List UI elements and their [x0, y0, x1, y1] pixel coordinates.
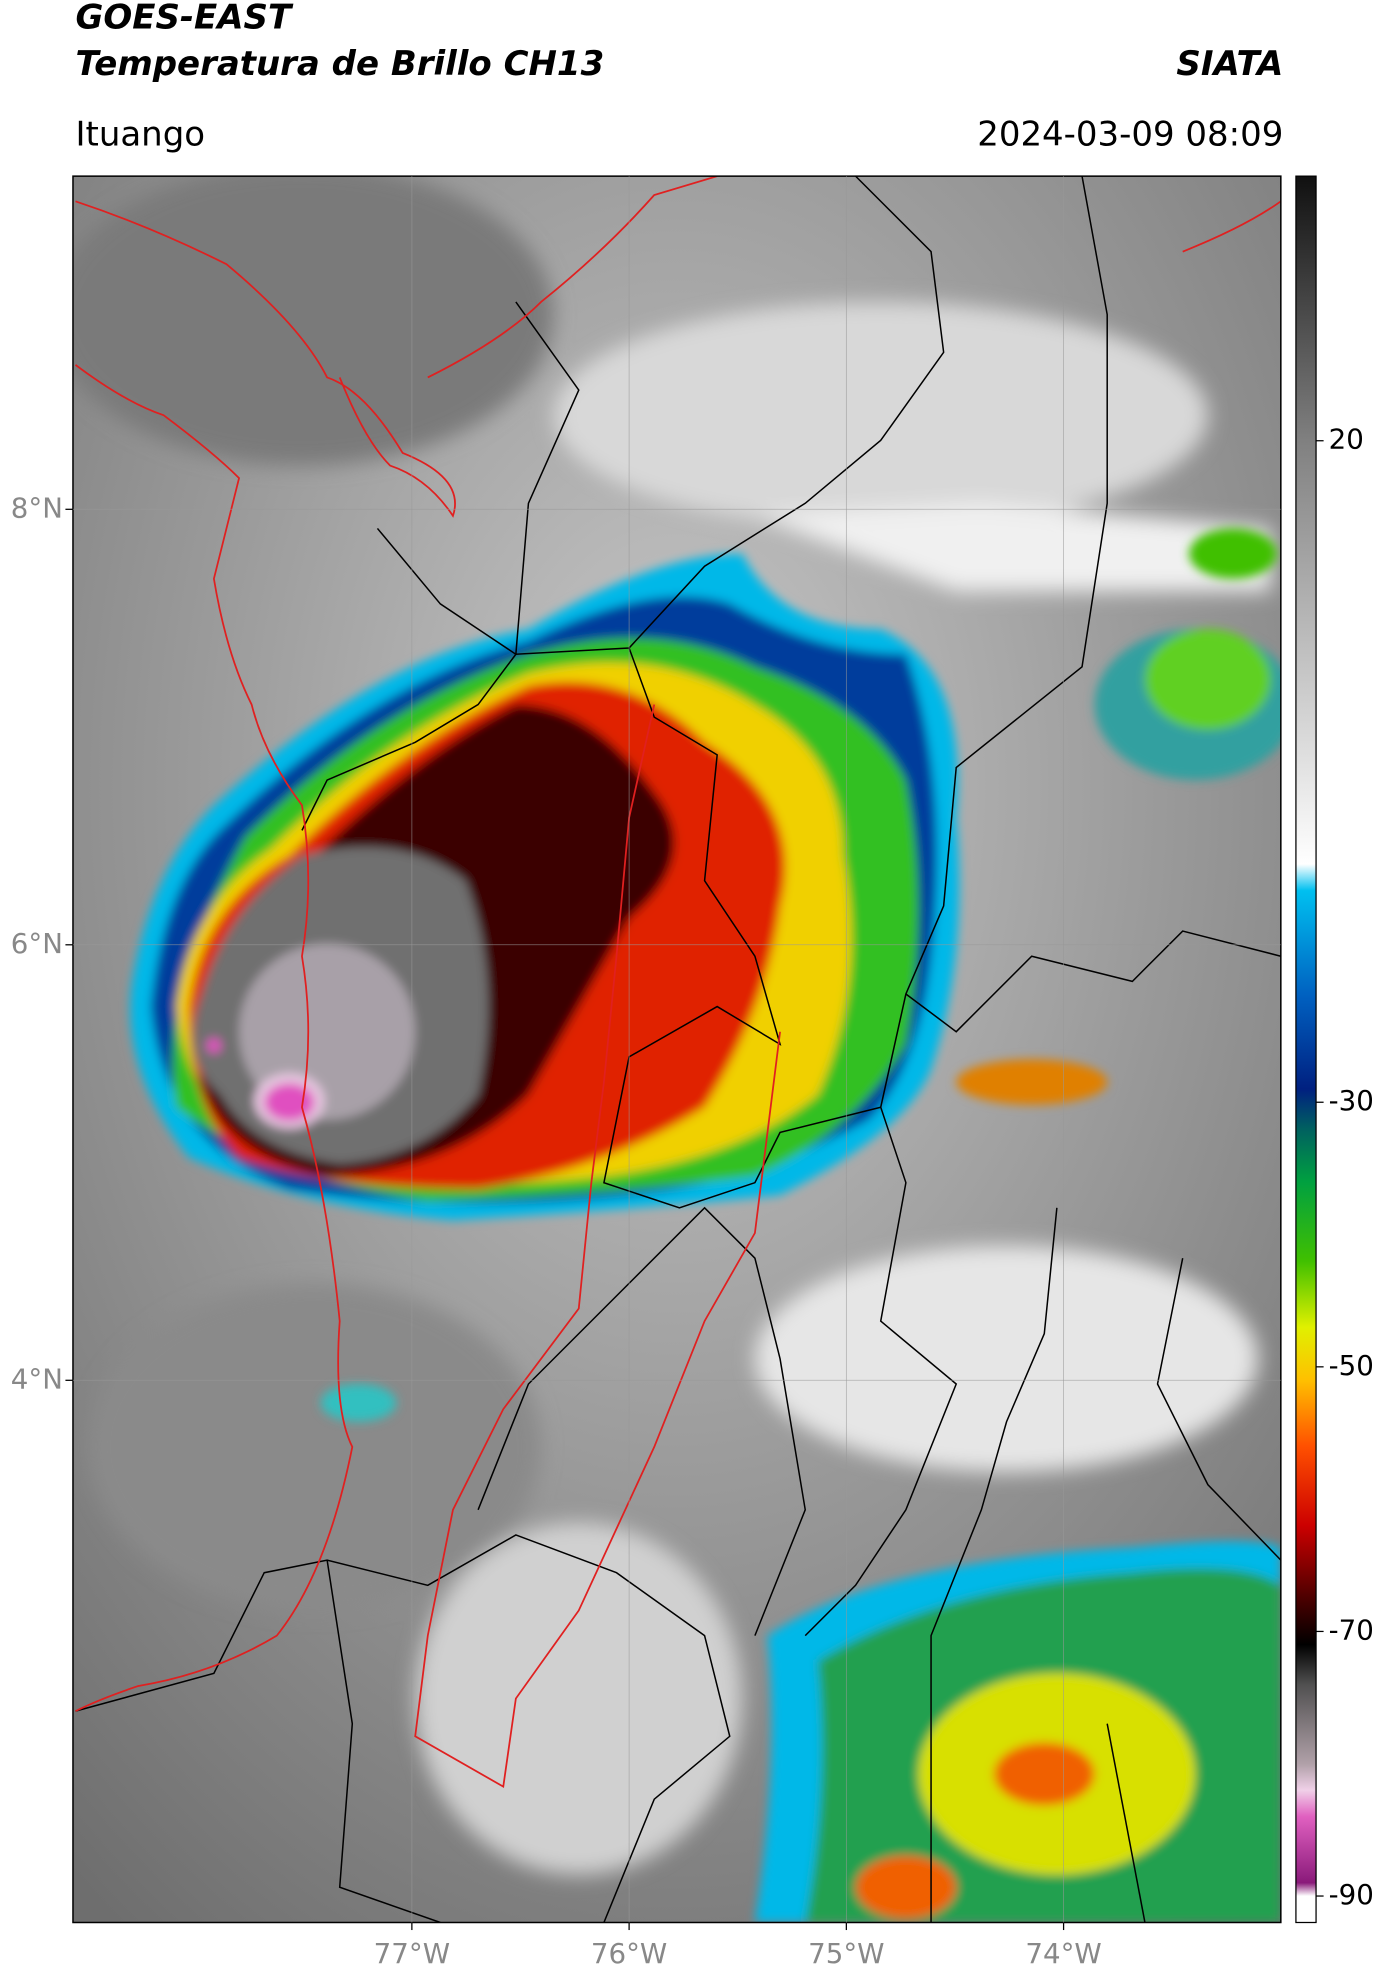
y-tick-label: 8°N	[11, 491, 63, 524]
y-tick-label: 6°N	[11, 927, 63, 960]
y-tick-label: 4°N	[11, 1362, 63, 1395]
colorbar-tick-label: 20	[1329, 423, 1364, 456]
graticule: 77°W 76°W 75°W 74°W 4°N 6°N 8°N	[11, 176, 1281, 1970]
location: Ituango	[75, 114, 205, 154]
colorbar-tick-label: -90	[1329, 1878, 1374, 1911]
colorbar-tick-label: -70	[1329, 1613, 1374, 1646]
satellite-image	[72, 176, 1281, 1923]
x-tick-label: 76°W	[591, 1937, 667, 1970]
x-tick-label: 75°W	[808, 1937, 884, 1970]
colorbar-tick-label: -50	[1329, 1349, 1374, 1382]
subtitle: Temperatura de Brillo CH13	[75, 44, 604, 84]
colorbar-tick-label: -30	[1329, 1084, 1374, 1117]
datetime: 2024-03-09 08:09	[977, 114, 1283, 154]
colorbar	[1295, 175, 1317, 1924]
x-tick-label: 77°W	[374, 1937, 450, 1970]
title: GOES-EAST	[75, 0, 293, 37]
map-frame	[72, 175, 1282, 1924]
x-tick-label: 74°W	[1025, 1937, 1101, 1970]
brand: SIATA	[1176, 44, 1283, 84]
